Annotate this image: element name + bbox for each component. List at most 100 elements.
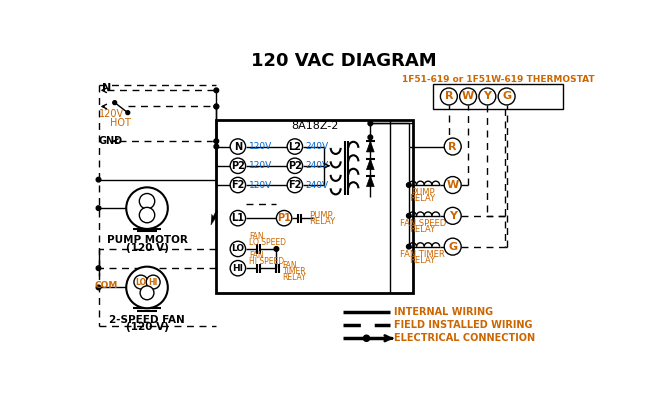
- Text: HI: HI: [149, 277, 158, 287]
- Text: 8A18Z-2: 8A18Z-2: [291, 121, 338, 131]
- Circle shape: [444, 138, 461, 155]
- Text: RELAY: RELAY: [409, 194, 436, 203]
- Circle shape: [363, 335, 370, 341]
- Circle shape: [460, 88, 476, 105]
- Text: G: G: [448, 242, 458, 252]
- Text: PUMP: PUMP: [309, 211, 332, 220]
- Bar: [433, 84, 563, 109]
- Text: RELAY: RELAY: [409, 225, 436, 234]
- Text: PUMP MOTOR: PUMP MOTOR: [107, 235, 188, 246]
- Circle shape: [230, 241, 246, 257]
- Circle shape: [140, 286, 154, 300]
- Text: P1: P1: [277, 213, 291, 223]
- Circle shape: [274, 247, 279, 251]
- Circle shape: [96, 206, 100, 210]
- Text: P2: P2: [288, 161, 302, 171]
- Text: 240V: 240V: [306, 181, 329, 189]
- Circle shape: [479, 88, 496, 105]
- Circle shape: [139, 194, 155, 209]
- Text: (120 V): (120 V): [125, 243, 168, 253]
- Circle shape: [407, 183, 411, 187]
- Text: 120V: 120V: [249, 142, 272, 151]
- Text: FAN: FAN: [283, 261, 297, 269]
- Circle shape: [407, 244, 411, 249]
- Text: Y: Y: [483, 91, 491, 101]
- Text: 2-SPEED FAN: 2-SPEED FAN: [109, 315, 185, 325]
- Text: LO SPEED: LO SPEED: [249, 238, 287, 246]
- Text: L1: L1: [231, 213, 245, 223]
- Text: LO: LO: [231, 244, 245, 253]
- Circle shape: [230, 210, 246, 226]
- Circle shape: [96, 285, 100, 290]
- Text: Y: Y: [449, 211, 457, 221]
- Text: 120 VAC DIAGRAM: 120 VAC DIAGRAM: [251, 52, 436, 70]
- Text: G: G: [502, 91, 511, 101]
- Circle shape: [230, 139, 246, 154]
- Circle shape: [444, 176, 461, 194]
- Text: PUMP: PUMP: [411, 188, 435, 197]
- Circle shape: [407, 214, 411, 218]
- Text: 120V: 120V: [249, 161, 272, 170]
- Bar: [216, 119, 413, 293]
- Text: P2: P2: [231, 161, 245, 171]
- Polygon shape: [366, 176, 374, 186]
- Circle shape: [214, 104, 218, 109]
- Circle shape: [277, 210, 291, 226]
- Circle shape: [214, 144, 218, 149]
- Text: LO: LO: [135, 277, 147, 287]
- Circle shape: [113, 101, 117, 105]
- Text: RELAY: RELAY: [283, 273, 306, 282]
- Text: FAN: FAN: [249, 232, 264, 241]
- Text: F2: F2: [231, 180, 245, 190]
- Text: L2: L2: [288, 142, 302, 152]
- Text: HOT: HOT: [110, 119, 131, 129]
- Circle shape: [126, 111, 130, 114]
- Text: N: N: [103, 83, 112, 93]
- Text: 240V: 240V: [306, 161, 329, 170]
- Text: FIELD INSTALLED WIRING: FIELD INSTALLED WIRING: [394, 320, 533, 330]
- Polygon shape: [211, 210, 218, 225]
- Circle shape: [230, 177, 246, 193]
- Text: FAN: FAN: [249, 251, 264, 260]
- Text: R: R: [448, 142, 457, 152]
- Text: RELAY: RELAY: [409, 256, 436, 265]
- Circle shape: [368, 135, 373, 140]
- Circle shape: [287, 139, 303, 154]
- Text: 240V: 240V: [306, 142, 329, 151]
- Circle shape: [214, 139, 218, 143]
- Text: GND: GND: [98, 136, 123, 146]
- Text: 120V: 120V: [98, 109, 124, 119]
- Text: W: W: [462, 91, 474, 101]
- Text: N: N: [234, 142, 242, 152]
- Text: COM: COM: [94, 281, 118, 290]
- Text: RELAY: RELAY: [309, 217, 335, 227]
- Text: R: R: [445, 91, 453, 101]
- Circle shape: [96, 177, 100, 182]
- Text: FAN SPEED: FAN SPEED: [399, 219, 446, 228]
- Circle shape: [139, 207, 155, 223]
- Polygon shape: [366, 141, 374, 152]
- Polygon shape: [366, 159, 374, 170]
- Circle shape: [214, 88, 218, 93]
- Circle shape: [126, 187, 168, 229]
- Circle shape: [444, 207, 461, 224]
- Circle shape: [126, 266, 168, 308]
- Circle shape: [498, 88, 515, 105]
- Circle shape: [287, 158, 303, 173]
- Circle shape: [287, 177, 303, 193]
- Circle shape: [444, 238, 461, 255]
- Text: FAN TIMER: FAN TIMER: [400, 250, 445, 259]
- Circle shape: [230, 158, 246, 173]
- Circle shape: [96, 266, 100, 271]
- Text: ELECTRICAL CONNECTION: ELECTRICAL CONNECTION: [394, 333, 535, 343]
- Text: W: W: [447, 180, 459, 190]
- Text: HI: HI: [232, 264, 243, 273]
- Text: TIMER: TIMER: [283, 267, 306, 276]
- Text: 1F51-619 or 1F51W-619 THERMOSTAT: 1F51-619 or 1F51W-619 THERMOSTAT: [402, 75, 594, 84]
- Text: 120V: 120V: [249, 181, 272, 189]
- Text: INTERNAL WIRING: INTERNAL WIRING: [394, 307, 493, 317]
- Circle shape: [146, 275, 160, 289]
- Circle shape: [368, 121, 373, 126]
- Circle shape: [214, 104, 218, 109]
- Circle shape: [134, 275, 148, 289]
